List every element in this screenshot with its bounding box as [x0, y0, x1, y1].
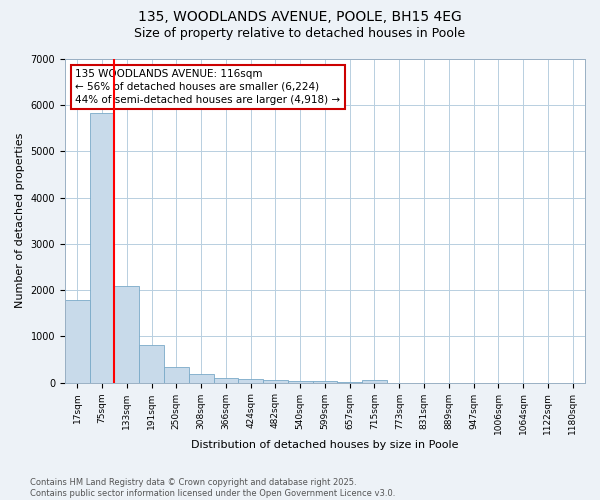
- Bar: [214, 378, 238, 382]
- Bar: [362, 380, 387, 382]
- Bar: [89, 113, 115, 382]
- Bar: [189, 374, 214, 382]
- Text: 135 WOODLANDS AVENUE: 116sqm
← 56% of detached houses are smaller (6,224)
44% of: 135 WOODLANDS AVENUE: 116sqm ← 56% of de…: [76, 68, 340, 105]
- Text: 135, WOODLANDS AVENUE, POOLE, BH15 4EG: 135, WOODLANDS AVENUE, POOLE, BH15 4EG: [138, 10, 462, 24]
- Bar: [65, 300, 89, 382]
- Bar: [263, 380, 288, 382]
- Y-axis label: Number of detached properties: Number of detached properties: [15, 133, 25, 308]
- Bar: [139, 344, 164, 383]
- Bar: [115, 286, 139, 382]
- Text: Contains HM Land Registry data © Crown copyright and database right 2025.
Contai: Contains HM Land Registry data © Crown c…: [30, 478, 395, 498]
- Bar: [288, 381, 313, 382]
- Bar: [164, 368, 189, 382]
- X-axis label: Distribution of detached houses by size in Poole: Distribution of detached houses by size …: [191, 440, 459, 450]
- Text: Size of property relative to detached houses in Poole: Size of property relative to detached ho…: [134, 28, 466, 40]
- Bar: [238, 379, 263, 382]
